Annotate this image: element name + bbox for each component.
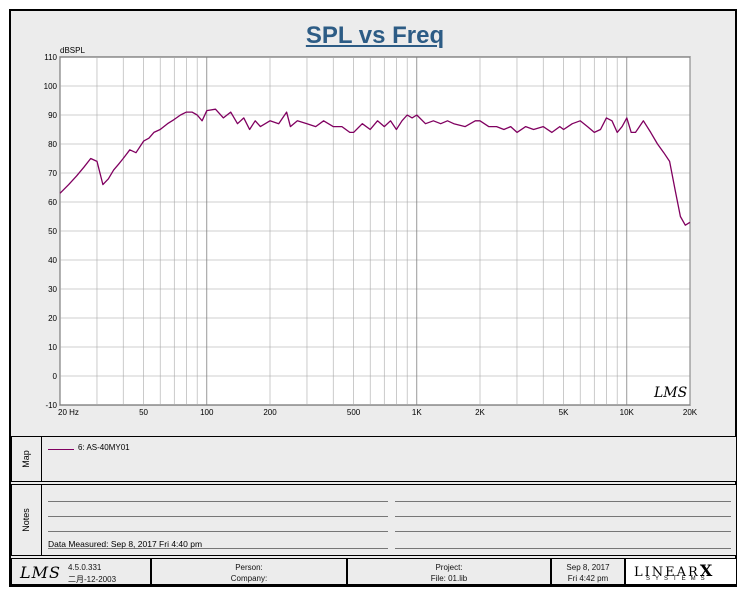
y-axis-label: dBSPL bbox=[60, 46, 85, 55]
y-tick-label: 100 bbox=[44, 82, 58, 91]
note-line bbox=[395, 516, 731, 517]
version-text: 4.5.0.331 bbox=[68, 563, 102, 572]
y-tick-label: 90 bbox=[48, 111, 57, 120]
series-line bbox=[59, 108, 691, 226]
file-label: File: 01.lib bbox=[430, 574, 468, 583]
y-tick-label: 50 bbox=[48, 227, 57, 236]
x-tick-labels: 20 Hz 50 100 200 500 1K 2K 5K 10K 20K bbox=[58, 408, 698, 417]
y-tick-labels: -10 0 10 20 30 40 50 60 70 80 90 100 110 bbox=[44, 53, 58, 410]
x-tick-label: 20K bbox=[683, 408, 698, 417]
footer-version-cell: LMS 4.5.0.331 二月-12-2003 bbox=[11, 558, 151, 585]
x-tick-label: 50 bbox=[139, 408, 148, 417]
chart-title: SPL vs Freq bbox=[305, 22, 445, 49]
series-group bbox=[59, 108, 691, 226]
y-tick-label: 60 bbox=[48, 198, 57, 207]
x-tick-label: 2K bbox=[475, 408, 485, 417]
note-line bbox=[395, 531, 731, 532]
footer-brand-cell: LINEARX SYSTEMS bbox=[625, 558, 737, 585]
brand-top: LINEAR bbox=[634, 565, 700, 580]
map-side-tab: Map bbox=[11, 436, 42, 482]
y-tick-label: 80 bbox=[48, 140, 57, 149]
legend-swatch bbox=[48, 449, 74, 450]
note-line bbox=[48, 531, 388, 532]
time-text: Fri 4:42 pm bbox=[567, 574, 609, 583]
lms-watermark: LMS bbox=[653, 385, 687, 401]
x-tick-label: 500 bbox=[347, 408, 361, 417]
date-text: Sep 8, 2017 bbox=[566, 563, 610, 572]
y-tick-label: 0 bbox=[53, 372, 58, 381]
y-tick-label: 40 bbox=[48, 256, 57, 265]
x-tick-label: 10K bbox=[620, 408, 635, 417]
y-tick-label: 70 bbox=[48, 169, 57, 178]
legend-entry: 6: AS-40MY01 bbox=[78, 443, 130, 452]
x-tick-label: 5K bbox=[559, 408, 569, 417]
notes-panel bbox=[11, 484, 737, 556]
brand-bottom: SYSTEMS bbox=[646, 576, 710, 582]
y-tick-label: 20 bbox=[48, 314, 57, 323]
notes-label: Notes bbox=[21, 508, 31, 532]
x-tick-label: 20 Hz bbox=[58, 408, 79, 417]
note-line bbox=[395, 501, 731, 502]
footer-person-cell: Person: Company: bbox=[151, 558, 347, 585]
grid bbox=[59, 56, 691, 406]
person-label: Person: bbox=[235, 563, 263, 572]
footer-bar: LMS 4.5.0.331 二月-12-2003 Person: Company… bbox=[11, 558, 737, 586]
map-label: Map bbox=[21, 450, 31, 468]
y-tick-label: -10 bbox=[45, 401, 57, 410]
data-measured: Data Measured: Sep 8, 2017 Fri 4:40 pm bbox=[48, 539, 203, 549]
company-label: Company: bbox=[230, 574, 268, 583]
x-tick-label: 200 bbox=[263, 408, 277, 417]
y-tick-label: 30 bbox=[48, 285, 57, 294]
x-tick-label: 100 bbox=[200, 408, 214, 417]
note-line bbox=[48, 548, 388, 549]
y-tick-label: 110 bbox=[44, 53, 57, 62]
footer-project-cell: Project: File: 01.lib bbox=[347, 558, 551, 585]
lms-logo: LMS bbox=[20, 563, 61, 582]
brand-x: X bbox=[699, 561, 715, 580]
x-tick-label: 1K bbox=[412, 408, 422, 417]
y-tick-label: 10 bbox=[48, 343, 57, 352]
footer-date-cell: Sep 8, 2017 Fri 4:42 pm bbox=[551, 558, 625, 585]
project-label: Project: bbox=[435, 563, 463, 572]
note-line bbox=[395, 548, 731, 549]
build-date-text: 二月-12-2003 bbox=[68, 575, 117, 584]
brand-logo: LINEARX bbox=[634, 561, 714, 580]
map-panel bbox=[11, 436, 737, 482]
note-line bbox=[48, 516, 388, 517]
note-line bbox=[48, 501, 388, 502]
notes-side-tab: Notes bbox=[11, 484, 42, 556]
